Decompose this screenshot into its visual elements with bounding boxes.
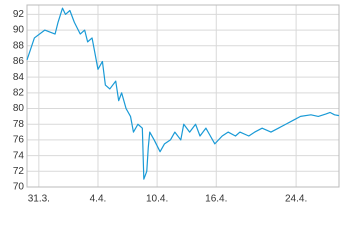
chart: 70 72 74 76 78 80 82 84 86 88 90 92 31.3. 4.4. 10.4. 16… bbox=[13, 4, 340, 205]
plot-frame bbox=[26, 4, 340, 188]
x-tick-label: 10.4. bbox=[146, 194, 168, 205]
y-tick-label: 84 bbox=[13, 72, 25, 83]
y-tick-label: 88 bbox=[13, 40, 25, 51]
price-line bbox=[26, 7, 340, 180]
y-tick-label: 80 bbox=[13, 103, 25, 114]
x-tick-label: 4.4. bbox=[90, 194, 107, 205]
y-tick-label: 92 bbox=[13, 9, 25, 20]
y-tick-label: 86 bbox=[13, 56, 25, 67]
x-tick-label: 24.4. bbox=[285, 194, 307, 205]
y-tick-label: 82 bbox=[13, 88, 25, 99]
y-tick-label: 70 bbox=[13, 182, 25, 193]
x-tick-label: 16.4. bbox=[205, 194, 227, 205]
y-tick-label: 78 bbox=[13, 119, 25, 130]
x-tick-label: 31.3. bbox=[28, 194, 50, 205]
y-tick-label: 76 bbox=[13, 135, 25, 146]
y-tick-label: 90 bbox=[13, 25, 25, 36]
y-tick-label: 74 bbox=[13, 150, 25, 161]
y-tick-label: 72 bbox=[13, 166, 25, 177]
